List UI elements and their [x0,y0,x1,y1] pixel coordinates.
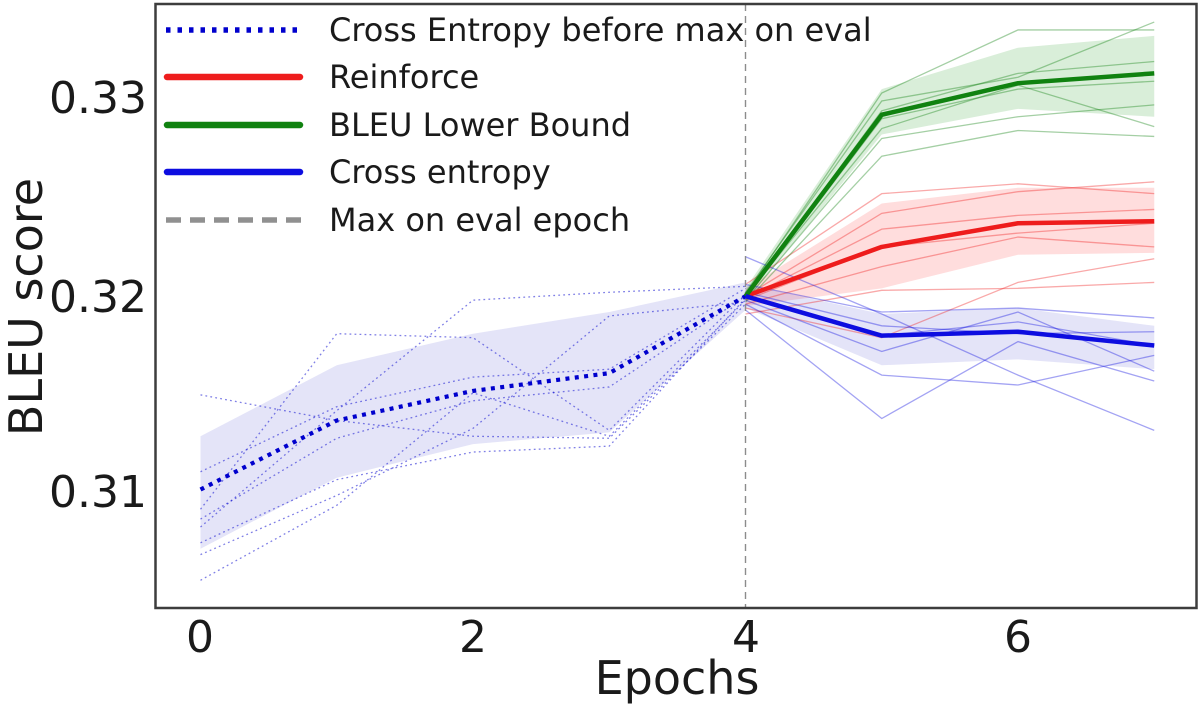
y-axis-title: BLEU score [0,177,53,437]
x-tick-label-6: 6 [1004,612,1032,663]
legend-label: Reinforce [329,58,480,97]
confidence-band [745,187,1155,307]
run-line [200,295,746,520]
run-line [745,283,1155,319]
mean-line [743,71,1155,298]
run-line [745,236,1155,305]
legend: Cross Entropy before max on eval Reinfor… [163,6,872,244]
run-line [745,258,1155,339]
run-line [745,208,1155,299]
run-line [745,104,1155,301]
mean-line [744,294,1155,348]
run-line [744,29,1155,295]
run-line [200,297,746,544]
solid-line-swatch-icon [163,74,304,81]
run-line [744,84,1155,297]
run-line [745,129,1155,303]
x-tick-label-0: 0 [186,612,214,663]
x-tick-label-4: 4 [732,612,760,663]
dotted-line-swatch-icon [166,27,301,33]
run-line [745,281,1155,315]
solid-line-swatch-icon [163,169,304,176]
run-line [200,303,746,439]
run-line [745,181,1155,297]
run-line [745,256,1155,431]
run-line [745,309,1155,420]
run-line [200,287,746,473]
legend-item-max-on-eval-epoch: Max on eval epoch [163,196,872,244]
y-tick-label-0.32: 0.32 [49,272,147,323]
confidence-band [745,35,1155,303]
y-tick-label-0.33: 0.33 [49,73,147,124]
run-line [745,291,1155,335]
run-line [745,303,1155,386]
solid-line-swatch-icon [163,121,304,128]
run-line [745,183,1155,285]
mean-line [199,294,747,492]
legend-item-cross-entropy: Cross entropy [163,149,872,197]
plot-area [155,4,1197,608]
legend-label: Cross entropy [329,153,551,192]
x-tick-label-2: 2 [459,612,487,663]
y-tick-label-0.31: 0.31 [49,467,147,518]
confidence-band [200,282,746,549]
legend-item-bleu-lower-bound: BLEU Lower Bound [163,101,872,149]
dashed-line-swatch-icon [166,217,301,223]
x-axis-title: Epochs [594,651,760,705]
axes-frame [154,2,1198,610]
mean-line [744,219,1155,299]
run-line [744,21,1155,293]
run-line [200,285,746,528]
run-line [200,301,746,556]
legend-label: Cross Entropy before max on eval [329,10,872,49]
legend-item-cross-entropy-before: Cross Entropy before max on eval [163,6,872,54]
legend-label: Max on eval epoch [329,200,631,239]
legend-item-reinforce: Reinforce [163,54,872,102]
legend-label: BLEU Lower Bound [329,105,632,144]
confidence-band [745,284,1155,370]
